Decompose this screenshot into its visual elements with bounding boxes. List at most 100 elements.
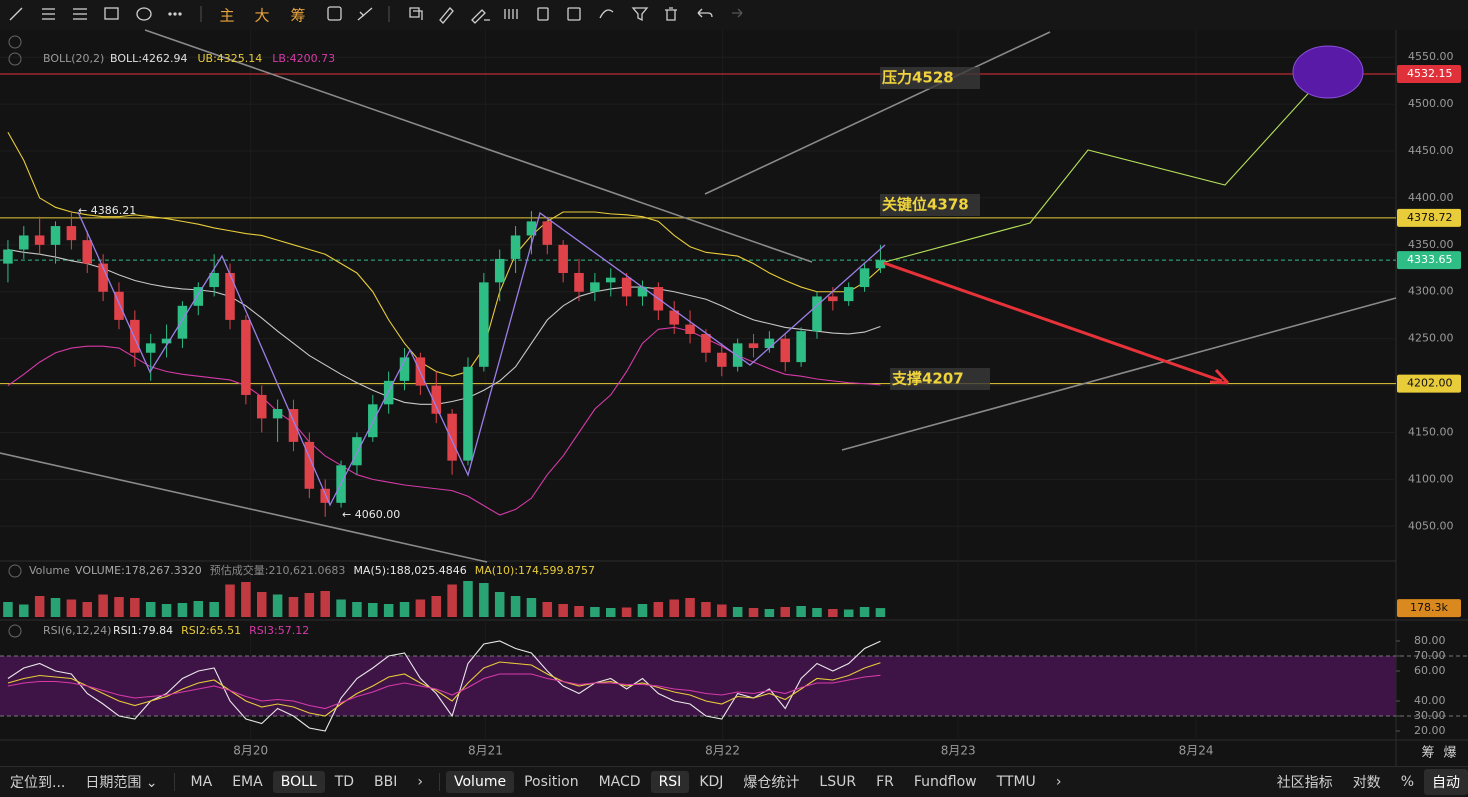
drawings xyxy=(0,29,1397,563)
bar-button[interactable]: TD xyxy=(334,774,355,790)
series-line xyxy=(7,131,881,377)
volume-bar xyxy=(526,598,537,617)
candle-body xyxy=(859,268,870,288)
tool-bars[interactable] xyxy=(504,9,518,19)
tool-magnet[interactable] xyxy=(599,9,614,19)
candle-body xyxy=(193,287,204,306)
bar-button[interactable]: TTMU xyxy=(996,774,1036,790)
bar-button[interactable]: BOLL xyxy=(272,771,325,793)
candle-body xyxy=(828,296,838,302)
bar-button[interactable]: Fundflow xyxy=(913,774,977,790)
chart: 主 大 筹 4050.004100.004150.004200.004250.0… xyxy=(0,6,1468,766)
volume-bar xyxy=(193,601,204,617)
y-tick-label: 4150.00 xyxy=(1408,425,1454,438)
axis-corner-label[interactable]: 筹 xyxy=(1421,745,1434,761)
volume-bar xyxy=(732,607,743,617)
tool-rect[interactable] xyxy=(104,7,119,20)
tool-redo[interactable] xyxy=(732,8,743,18)
bar-button[interactable]: MACD xyxy=(598,774,641,790)
legend-title: BOLL(20,2) xyxy=(43,52,104,65)
bar-button[interactable]: EMA xyxy=(232,774,263,790)
toolbar-label[interactable]: 大 xyxy=(254,7,269,25)
level-label: 4202.00 xyxy=(1407,377,1453,390)
volume-bar xyxy=(510,596,521,617)
volume-bar xyxy=(542,602,553,617)
candle-body xyxy=(526,221,537,236)
toolbar-label[interactable]: 筹 xyxy=(290,7,305,25)
bar-button[interactable]: 爆仓统计 xyxy=(743,775,800,791)
candle-body xyxy=(621,277,632,297)
bar-button[interactable]: 日期范围 ⌄ xyxy=(85,775,158,791)
tool-sync[interactable] xyxy=(327,6,342,21)
candle-body xyxy=(161,338,172,344)
candle-body xyxy=(225,272,235,320)
tool-filter[interactable] xyxy=(631,7,649,22)
bar-button[interactable]: LSUR xyxy=(819,774,857,790)
bar-button[interactable]: MA xyxy=(190,774,213,790)
bar-button[interactable]: % xyxy=(1400,774,1414,790)
annotation: 关键位4378 xyxy=(882,196,969,214)
tool-measure[interactable] xyxy=(357,7,373,21)
bar-button[interactable]: › xyxy=(1055,774,1062,790)
legend-item: MA(10):174,599.8757 xyxy=(475,564,595,577)
bar-button[interactable]: RSI xyxy=(650,771,690,793)
legend-item: RSI2:65.51 xyxy=(181,624,241,637)
tool-line[interactable] xyxy=(9,7,23,21)
level-label: 4532.15 xyxy=(1407,67,1453,80)
wave-line xyxy=(77,211,886,507)
legend-item: VOLUME:178,267.3320 xyxy=(75,564,202,577)
bar-button[interactable]: BBI xyxy=(374,774,398,790)
bar-button[interactable]: Position xyxy=(524,774,579,790)
y-tick-label: 4250.00 xyxy=(1408,332,1454,345)
collapse-icon[interactable] xyxy=(8,564,22,578)
bar-button[interactable]: 自动 xyxy=(1424,769,1468,795)
bar-button[interactable]: Volume xyxy=(446,771,515,793)
tool-note[interactable] xyxy=(567,7,581,21)
bar-button[interactable]: 社区指标 xyxy=(1276,775,1333,791)
tool-ruler[interactable] xyxy=(439,7,454,24)
collapse-icon[interactable] xyxy=(8,52,22,66)
bar-button[interactable]: 对数 xyxy=(1352,775,1381,791)
volume-bar xyxy=(114,597,124,617)
tool-hlines[interactable] xyxy=(42,8,55,20)
tool-undo[interactable] xyxy=(697,8,713,18)
series-line xyxy=(7,326,881,516)
volume-bar xyxy=(368,603,378,617)
bar-button[interactable]: KDJ xyxy=(699,774,724,790)
legend-title: RSI(6,12,24) xyxy=(43,624,111,637)
candle-body xyxy=(19,235,29,250)
legend: BOLL:4262.94 UB:4325.14 LB:4200.73 xyxy=(110,52,335,65)
tool-ellipse[interactable] xyxy=(136,7,152,21)
volume-bar xyxy=(748,608,759,617)
x-tick-label: 8月20 xyxy=(233,744,268,758)
tool-lock[interactable] xyxy=(537,7,549,21)
annotation-box xyxy=(880,67,980,89)
toolbar-label[interactable]: 主 xyxy=(219,7,234,25)
collapse-icon[interactable] xyxy=(8,35,22,49)
candle-body xyxy=(843,287,854,302)
candle-body xyxy=(558,244,568,273)
tool-delete[interactable] xyxy=(665,7,677,21)
tool-more[interactable] xyxy=(168,12,182,16)
tool-copy[interactable] xyxy=(409,7,423,20)
tool-brush[interactable] xyxy=(471,9,490,24)
bar-button[interactable]: › xyxy=(417,774,423,790)
annotation: 支撑4207 xyxy=(891,370,964,388)
axis-corner-label[interactable]: 爆 xyxy=(1443,746,1456,761)
volume-bar xyxy=(796,606,806,617)
volume-bar xyxy=(494,592,505,617)
volume-bar xyxy=(66,599,77,617)
volume-bar xyxy=(399,602,410,617)
candle-body xyxy=(780,338,791,363)
volume-bar xyxy=(669,599,679,617)
series-line xyxy=(7,661,881,717)
bar-button[interactable]: FR xyxy=(876,774,894,790)
candle-body xyxy=(701,333,711,353)
tool-fib[interactable] xyxy=(73,8,87,20)
bar-button[interactable]: 定位到... xyxy=(10,775,66,791)
volume-bar xyxy=(336,599,346,617)
y-tick-label: 80.00 xyxy=(1414,634,1446,647)
collapse-icon[interactable] xyxy=(8,624,22,638)
candle-body xyxy=(479,282,489,367)
legend-item: UB:4325.14 xyxy=(197,52,262,65)
